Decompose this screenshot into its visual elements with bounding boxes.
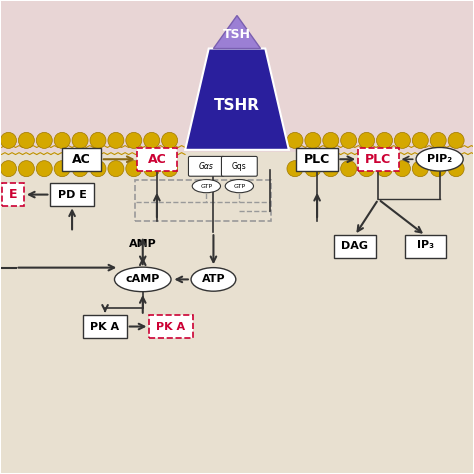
Text: AC: AC [147,153,166,166]
Circle shape [18,132,35,148]
Ellipse shape [225,180,254,193]
Text: GTP: GTP [201,183,212,189]
Circle shape [341,132,357,148]
FancyBboxPatch shape [296,148,338,171]
FancyBboxPatch shape [357,148,399,171]
Circle shape [126,161,142,177]
Circle shape [287,132,303,148]
Text: AMP: AMP [129,239,156,249]
Text: Gqs: Gqs [232,162,247,171]
Circle shape [430,161,446,177]
FancyBboxPatch shape [2,183,25,206]
Circle shape [36,161,52,177]
Circle shape [126,132,142,148]
Text: PIP₂: PIP₂ [427,154,452,164]
Ellipse shape [115,267,171,292]
Circle shape [323,132,339,148]
FancyBboxPatch shape [1,152,473,473]
FancyBboxPatch shape [221,156,257,176]
Circle shape [36,132,52,148]
Circle shape [108,161,124,177]
Circle shape [448,132,464,148]
FancyBboxPatch shape [189,156,224,176]
Circle shape [162,161,178,177]
Circle shape [90,132,106,148]
Circle shape [376,161,392,177]
Circle shape [394,161,410,177]
Circle shape [162,132,178,148]
Text: AC: AC [72,153,91,166]
Circle shape [448,161,464,177]
Circle shape [358,132,374,148]
FancyBboxPatch shape [1,1,473,152]
Circle shape [72,132,88,148]
FancyBboxPatch shape [83,315,127,338]
Text: IP₃: IP₃ [417,240,434,250]
Ellipse shape [416,147,463,171]
Polygon shape [185,48,289,150]
Text: TSH: TSH [223,28,251,41]
FancyBboxPatch shape [50,183,94,206]
Circle shape [358,161,374,177]
Circle shape [72,161,88,177]
Text: PD E: PD E [58,190,87,200]
Text: DAG: DAG [341,241,368,251]
Circle shape [341,161,357,177]
Text: PK A: PK A [91,321,119,331]
FancyBboxPatch shape [405,235,446,258]
Circle shape [54,132,70,148]
Circle shape [412,132,428,148]
Circle shape [412,161,428,177]
Circle shape [305,161,321,177]
Circle shape [90,161,106,177]
Circle shape [305,132,321,148]
Circle shape [430,132,446,148]
Circle shape [376,132,392,148]
Circle shape [0,161,17,177]
Text: ATP: ATP [201,274,225,284]
Circle shape [287,161,303,177]
Circle shape [108,132,124,148]
Text: cAMP: cAMP [126,274,160,284]
Text: PK A: PK A [156,321,186,331]
Text: E: E [9,188,18,201]
Text: PLC: PLC [304,153,330,166]
FancyBboxPatch shape [334,235,375,258]
Circle shape [0,132,17,148]
FancyBboxPatch shape [62,148,101,171]
Circle shape [18,161,35,177]
Text: PLC: PLC [365,153,392,166]
FancyBboxPatch shape [149,315,193,338]
Polygon shape [213,16,261,48]
Text: TSHR: TSHR [214,98,260,112]
Circle shape [54,161,70,177]
Text: Gαs: Gαs [199,162,214,171]
FancyBboxPatch shape [137,148,177,171]
Text: GTP: GTP [233,183,246,189]
Circle shape [394,132,410,148]
Circle shape [323,161,339,177]
Ellipse shape [191,268,236,291]
Circle shape [144,132,160,148]
Ellipse shape [192,180,220,193]
Circle shape [144,161,160,177]
